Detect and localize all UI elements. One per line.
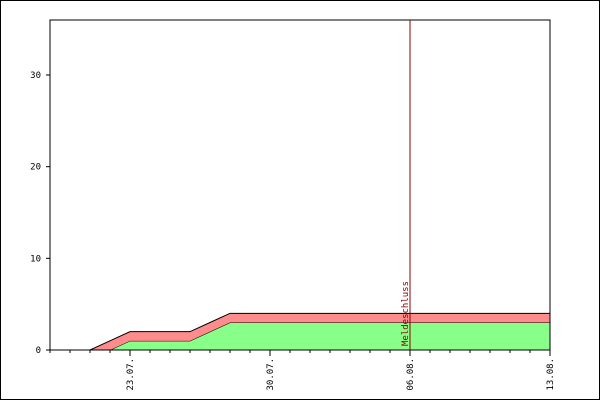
area [50, 313, 550, 350]
area-edge [50, 312, 550, 351]
x-tick-label: 30.07. [266, 358, 276, 391]
annotation-text: Meldeschluss [401, 281, 411, 346]
y-tick-label: 10 [30, 254, 41, 264]
x-tick-label: 23.07. [126, 358, 136, 391]
y-tick-label: 30 [30, 71, 41, 81]
plot-area [50, 20, 550, 350]
y-tick-label: 20 [30, 163, 41, 173]
area [50, 322, 550, 350]
x-tick-label: 13.08. [546, 358, 556, 391]
y-tick-label: 0 [36, 346, 41, 356]
x-tick-label: 06.08. [406, 358, 416, 391]
plot-frame [49, 19, 551, 351]
